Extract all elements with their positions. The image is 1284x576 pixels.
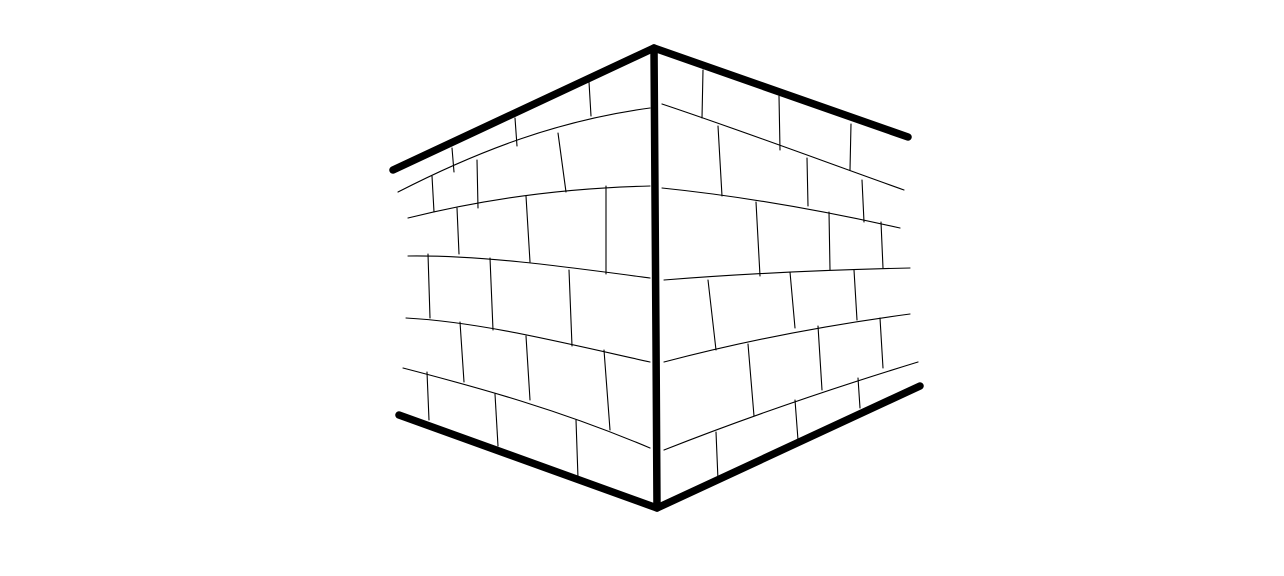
right-brick-joint [853,269,858,321]
left-brick-joint [603,349,611,431]
right-brick-joint [747,343,755,417]
left-brick-joint [451,147,455,173]
left-brick-joint [459,321,465,383]
right-mortar-line [663,267,911,281]
left-mortar-line [402,367,651,449]
right-brick-joint [701,69,704,119]
corner-edge [650,44,661,512]
left-brick-joint [494,393,499,447]
left-brick-joint [514,117,518,147]
left-brick-joint [525,335,531,401]
right-brick-joint [857,377,861,409]
right-brick-joint [828,211,831,271]
right-brick-joint [817,325,823,391]
right-mortar-line [661,103,905,191]
right-brick-joint [715,431,719,481]
left-brick-joint [557,132,567,193]
right-brick-joint [861,179,865,223]
right-brick-joint [849,123,852,171]
right-brick-joint [806,157,809,207]
left-brick-joint [476,159,479,209]
right-brick-joint [755,201,761,277]
left-brick-joint [525,195,531,263]
bottom-right-edge [653,382,924,512]
left-brick-joint [568,269,573,347]
left-brick-joint [456,207,460,255]
left-brick-joint [431,175,435,213]
right-mortar-line [661,187,901,229]
right-brick-joint [789,271,796,329]
right-brick-joint [794,399,799,441]
corner-outline [389,44,924,512]
left-brick-joint [489,257,494,331]
left-mortar-line [407,185,651,219]
left-brick-joint [427,253,431,319]
left-wall [397,81,651,479]
left-mortar-line [405,317,651,363]
right-mortar-line [663,313,911,363]
right-brick-joint [879,317,884,369]
top-right-edge [650,44,912,141]
left-brick-joint [575,419,579,479]
right-brick-joint [778,95,781,151]
left-mortar-line [407,255,651,279]
left-mortar-line [397,107,651,193]
right-brick-joint [880,221,884,269]
right-brick-joint [717,125,723,197]
right-mortar-line [663,361,919,451]
right-brick-joint [707,279,717,351]
bottom-left-edge [395,411,661,512]
left-brick-joint [426,371,430,421]
top-left-edge [389,44,658,174]
left-brick-joint [588,81,592,117]
right-wall [661,69,919,481]
